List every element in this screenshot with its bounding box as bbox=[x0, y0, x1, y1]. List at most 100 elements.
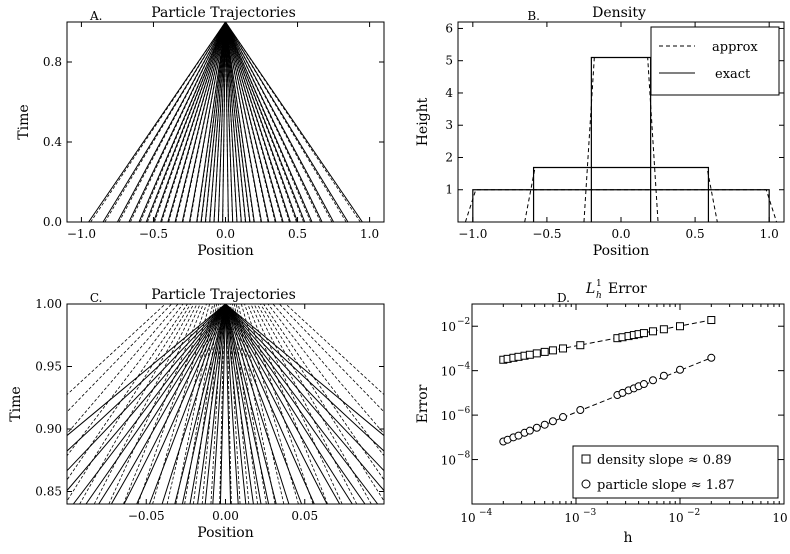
panel-d-ytick-label: 10 bbox=[441, 454, 456, 468]
panel-b-xlabel: Position bbox=[593, 243, 650, 259]
trajectory-exact bbox=[98, 304, 226, 504]
trajectory-approx bbox=[182, 22, 226, 222]
particle-point bbox=[559, 413, 568, 422]
panel-a-panel-letter: A. bbox=[89, 9, 102, 23]
trajectory-approx bbox=[219, 304, 225, 504]
series-exact bbox=[532, 166, 710, 222]
trajectory-exact bbox=[72, 304, 226, 504]
trajectory-approx bbox=[244, 304, 314, 504]
panel-a-xlabel: Position bbox=[197, 243, 254, 259]
trajectory-exact bbox=[225, 22, 335, 222]
trajectory-approx bbox=[139, 22, 226, 222]
legend-exact-label: exact bbox=[715, 67, 751, 82]
trajectory-exact bbox=[225, 304, 270, 504]
panel-b-series bbox=[464, 56, 778, 222]
trajectory-approx bbox=[285, 304, 384, 396]
panel-b-ytick-label: 1 bbox=[445, 183, 453, 197]
trajectory-approx bbox=[250, 304, 343, 504]
panel-d-xtick-label: 10 bbox=[564, 511, 579, 525]
density-point bbox=[576, 341, 585, 350]
panel-c-ylabel: Time bbox=[8, 386, 24, 421]
trajectory-approx bbox=[222, 22, 226, 222]
panel-d-xtick-label: 10 bbox=[668, 511, 683, 525]
trajectory-exact bbox=[136, 304, 226, 504]
trajectory-approx bbox=[260, 304, 384, 502]
particle-point bbox=[540, 420, 549, 429]
panel-b-title: Density bbox=[592, 5, 646, 21]
trajectory-exact bbox=[225, 304, 232, 504]
trajectory-approx bbox=[67, 304, 172, 413]
particle-point bbox=[648, 376, 657, 385]
trajectory-approx bbox=[225, 22, 255, 222]
panel-b-ylabel: Height bbox=[415, 97, 431, 146]
trajectory-approx bbox=[225, 22, 242, 222]
panel-b-ytick-label: 3 bbox=[445, 118, 453, 132]
panel-a-ytick-label: 0.4 bbox=[43, 135, 62, 149]
trajectory-approx bbox=[225, 22, 233, 222]
panel-d-ytick-label: 10 bbox=[441, 365, 456, 379]
panel-d-legend: density slope ≈ 0.89 particle slope ≈ 1.8… bbox=[572, 445, 779, 499]
panel-a-title: Particle Trajectories bbox=[151, 5, 296, 21]
trajectory-exact bbox=[161, 304, 226, 504]
trajectory-approx bbox=[225, 22, 304, 222]
trajectory-approx bbox=[213, 22, 226, 222]
panel-b: −1.0 −0.5 0.0 0.5 1.0 1 2 3 4 5 6 Position Height Den… bbox=[415, 5, 785, 259]
trajectory-approx bbox=[218, 22, 226, 222]
trajectory-exact bbox=[67, 304, 226, 472]
trajectory-exact bbox=[225, 304, 239, 504]
trajectory-approx bbox=[175, 22, 226, 222]
trajectory-approx bbox=[104, 22, 226, 222]
trajectory-exact bbox=[181, 304, 226, 504]
trajectory-approx bbox=[225, 22, 262, 222]
legend-box bbox=[650, 26, 780, 96]
panel-d-title-rest: Error bbox=[608, 281, 647, 297]
panel-c-title: Particle Trajectories bbox=[151, 287, 296, 303]
panel-d-xtick-exp: −2 bbox=[687, 508, 700, 518]
trajectory-exact bbox=[219, 304, 226, 504]
legend-box bbox=[572, 445, 779, 499]
trajectory-approx bbox=[267, 304, 384, 457]
legend-approx-label: approx bbox=[712, 40, 758, 55]
trajectory-exact bbox=[225, 304, 384, 452]
panel-d-xtick-exp: −4 bbox=[479, 508, 493, 518]
trajectory-approx bbox=[225, 22, 333, 222]
panel-a-xtick-label: −1.0 bbox=[67, 227, 96, 241]
trajectory-approx bbox=[263, 304, 384, 481]
trajectory-approx bbox=[193, 304, 219, 504]
trajectory-exact bbox=[204, 304, 226, 504]
trajectory-approx bbox=[209, 22, 226, 222]
panel-c-xtick-label: −0.05 bbox=[128, 509, 165, 523]
panel-d-xlabel: h bbox=[623, 530, 632, 546]
trajectory-approx bbox=[123, 304, 204, 504]
trajectory-exact bbox=[225, 22, 284, 222]
trajectory-approx bbox=[256, 304, 372, 504]
trajectory-approx bbox=[237, 304, 285, 504]
panel-c-ytick-label: 1.00 bbox=[35, 297, 62, 311]
particle-point bbox=[525, 426, 534, 435]
panel-c-xlabel: Position bbox=[197, 525, 254, 541]
trajectory-approx bbox=[147, 22, 226, 222]
panel-d-title-sup: 1 bbox=[596, 279, 602, 289]
panel-b-legend: approx exact bbox=[650, 26, 780, 96]
panel-b-ytick-label: 4 bbox=[445, 86, 453, 100]
trajectory-approx bbox=[189, 22, 226, 222]
trajectory-approx bbox=[108, 304, 201, 504]
panel-d-points bbox=[499, 316, 716, 446]
trajectory-exact bbox=[225, 304, 290, 504]
panel-c-ytick-label: 0.90 bbox=[35, 422, 62, 436]
trajectory-exact bbox=[225, 304, 353, 504]
trajectory-approx bbox=[137, 304, 207, 504]
panel-c-frame bbox=[66, 303, 385, 505]
density-point bbox=[559, 344, 568, 353]
trajectory-exact bbox=[225, 304, 384, 472]
density-point bbox=[548, 346, 557, 355]
trajectory-approx bbox=[205, 22, 226, 222]
panel-c: −0.05 0.00 0.05 0.85 0.90 0.95 1.00 Position Tim… bbox=[8, 287, 385, 541]
trajectory-approx bbox=[235, 304, 276, 504]
panel-b-xtick-label: 1.0 bbox=[760, 227, 779, 241]
trajectory-exact bbox=[67, 304, 226, 437]
panel-d-ytick-exp: −2 bbox=[457, 317, 470, 327]
panel-b-panel-letter: B. bbox=[527, 9, 540, 23]
trajectory-exact bbox=[167, 22, 226, 222]
panel-b-ytick-label: 2 bbox=[445, 150, 453, 164]
